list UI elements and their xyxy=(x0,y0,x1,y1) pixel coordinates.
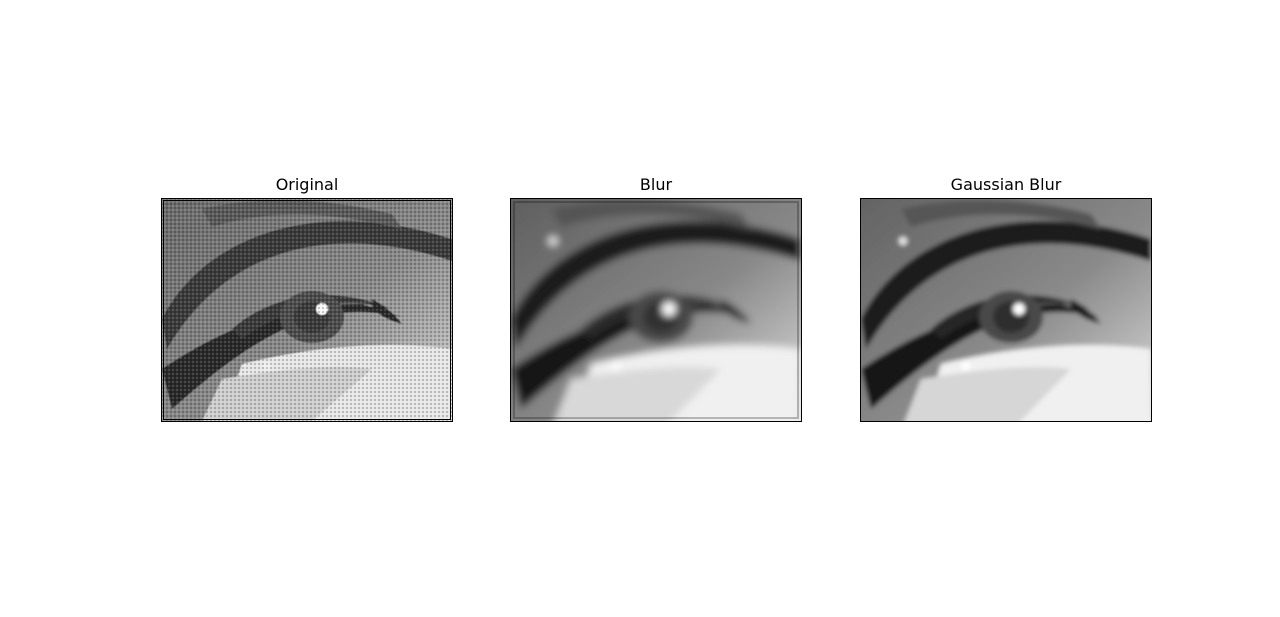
eye-image-blur xyxy=(511,199,801,421)
image-frame xyxy=(860,198,1152,422)
image-frame xyxy=(161,198,453,422)
panel-original: Original xyxy=(161,174,453,422)
image-frame xyxy=(510,198,802,422)
panel-title: Blur xyxy=(639,175,673,194)
panel-blur: Blur xyxy=(510,174,802,422)
eye-image-gaussian-blur xyxy=(861,199,1151,421)
panel-gaussian-blur: Gaussian Blur xyxy=(860,174,1152,422)
eye-image-original xyxy=(162,199,452,421)
panel-title: Gaussian Blur xyxy=(950,175,1062,194)
panel-title: Original xyxy=(275,175,339,194)
